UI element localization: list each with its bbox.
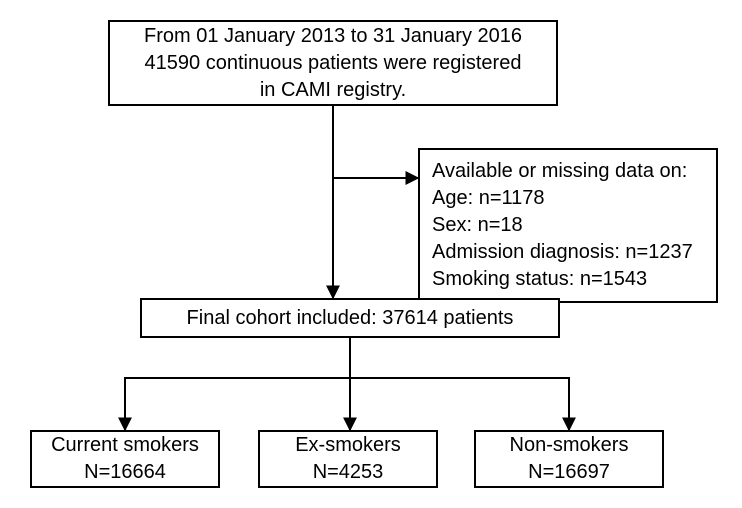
node-ex-smokers: Ex-smokers N=4253 (258, 430, 438, 488)
final-line-1: Final cohort included: 37614 patients (187, 305, 514, 332)
intro-line-1: From 01 January 2013 to 31 January 2016 (144, 23, 522, 50)
node-current-smokers: Current smokers N=16664 (30, 430, 220, 488)
node-intro: From 01 January 2013 to 31 January 2016 … (108, 20, 558, 106)
edge-final-to-non (350, 378, 569, 430)
exclusion-line-3: Sex: n=18 (432, 212, 704, 239)
node-non-smokers: Non-smokers N=16697 (474, 430, 664, 488)
intro-line-3: in CAMI registry. (260, 77, 406, 104)
ex-line-2: N=4253 (313, 459, 384, 486)
ex-line-1: Ex-smokers (295, 432, 401, 459)
non-line-1: Non-smokers (510, 432, 629, 459)
exclusion-line-4: Admission diagnosis: n=1237 (432, 239, 704, 266)
node-final: Final cohort included: 37614 patients (140, 298, 560, 338)
current-line-2: N=16664 (84, 459, 166, 486)
current-line-1: Current smokers (51, 432, 199, 459)
non-line-2: N=16697 (528, 459, 610, 486)
edge-final-to-current (125, 378, 350, 430)
intro-line-2: 41590 continuous patients were registere… (145, 50, 522, 77)
exclusion-line-1: Available or missing data on: (432, 158, 704, 185)
exclusion-line-5: Smoking status: n=1543 (432, 266, 704, 293)
exclusion-line-2: Age: n=1178 (432, 185, 704, 212)
node-exclusion: Available or missing data on: Age: n=117… (418, 148, 718, 303)
